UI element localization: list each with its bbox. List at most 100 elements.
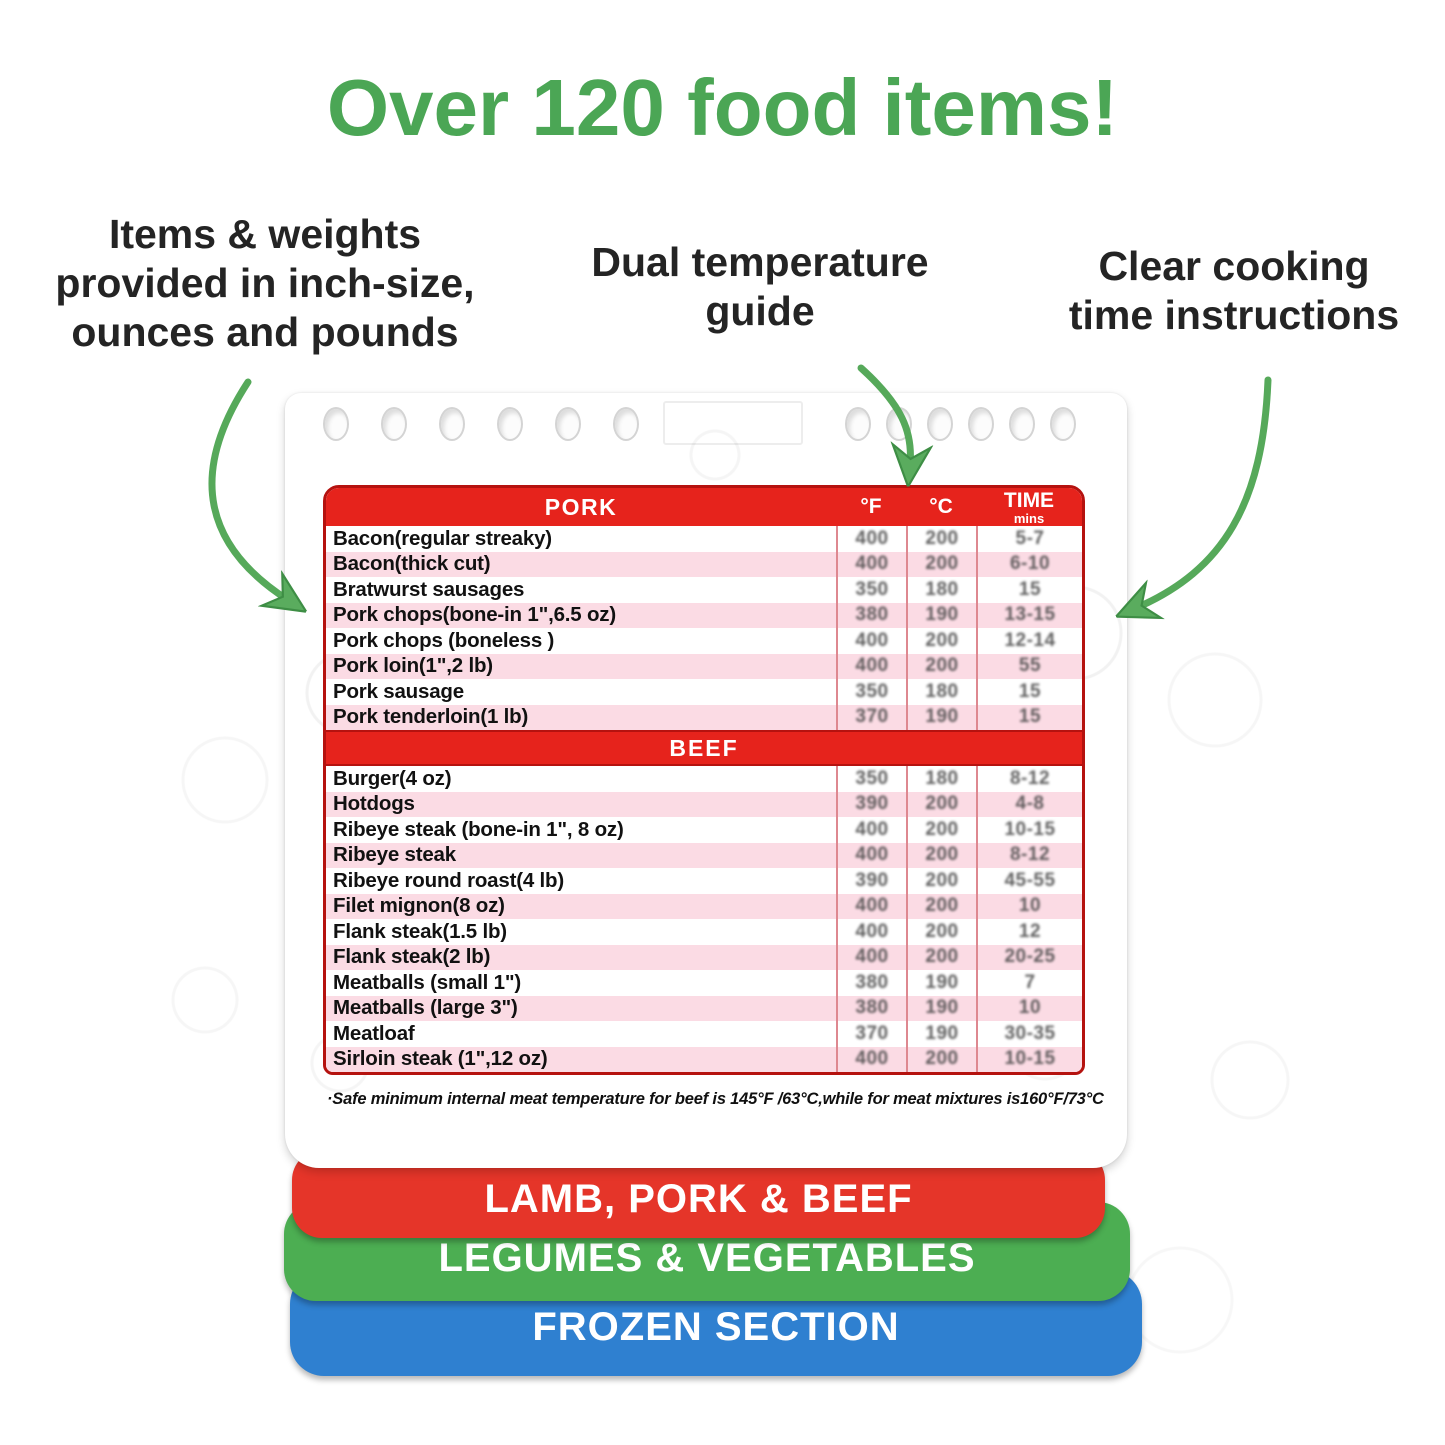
temp-fahrenheit: 400 xyxy=(836,653,906,679)
temp-fahrenheit: 400 xyxy=(836,919,906,945)
food-item: Burger(4 oz) xyxy=(333,766,452,790)
tab-label: LEGUMES & VEGETABLES xyxy=(438,1236,976,1280)
binding-hole xyxy=(1009,407,1035,441)
cook-time: 10 xyxy=(976,893,1082,919)
food-item: Pork chops(bone-in 1",6.5 oz) xyxy=(333,603,616,627)
table-row: Sirloin steak (1",12 oz) 400 200 10-15 xyxy=(326,1046,1082,1072)
table-row: Bacon(thick cut) 400 200 6-10 xyxy=(326,551,1082,577)
table-row: Pork chops(bone-in 1",6.5 oz) 380 190 13-15 xyxy=(326,602,1082,628)
table-row: Ribeye steak 400 200 8-12 xyxy=(326,842,1082,868)
cheat-sheet-card: PORK °F °C TIME mins Bacon(regular strea… xyxy=(285,393,1127,1168)
temp-fahrenheit: 380 xyxy=(836,602,906,628)
food-item: Bratwurst sausages xyxy=(333,577,525,601)
temp-fahrenheit: 400 xyxy=(836,893,906,919)
food-item: Flank steak(1.5 lb) xyxy=(333,919,507,943)
table-row: Pork chops (boneless ) 400 200 12-14 xyxy=(326,628,1082,654)
table-header: PORK °F °C TIME mins xyxy=(326,488,1082,526)
temp-fahrenheit: 350 xyxy=(836,766,906,792)
temp-fahrenheit: 400 xyxy=(836,1046,906,1072)
cook-time: 5-7 xyxy=(976,526,1082,552)
cook-time: 55 xyxy=(976,653,1082,679)
temp-fahrenheit: 380 xyxy=(836,995,906,1021)
temp-celsius: 200 xyxy=(906,842,976,868)
food-item: Sirloin steak (1",12 oz) xyxy=(333,1047,548,1071)
food-item: Pork chops (boneless ) xyxy=(333,628,555,652)
food-item: Ribeye steak xyxy=(333,843,456,867)
tab-label: LAMB, PORK & BEEF xyxy=(484,1177,913,1221)
temp-celsius: 180 xyxy=(906,679,976,705)
section-header-beef: BEEF xyxy=(326,730,1082,766)
cook-time: 20-25 xyxy=(976,944,1082,970)
binding-hole xyxy=(323,407,349,441)
table-row: Filet mignon(8 oz) 400 200 10 xyxy=(326,893,1082,919)
table-row: Pork sausage 350 180 15 xyxy=(326,679,1082,705)
col-header-fahrenheit: °F xyxy=(860,495,882,518)
binding-hole xyxy=(439,407,465,441)
binding-hole xyxy=(927,407,953,441)
table-body: Bacon(regular streaky) 400 200 5-7 Bacon(thi… xyxy=(326,526,1082,1072)
food-item: Pork tenderloin(1 lb) xyxy=(333,705,529,729)
cook-time: 15 xyxy=(976,679,1082,705)
arrow-right-icon xyxy=(1136,376,1272,608)
temp-fahrenheit: 390 xyxy=(836,868,906,894)
temp-celsius: 190 xyxy=(906,602,976,628)
food-item: Meatballs (large 3") xyxy=(333,996,518,1020)
cook-time: 7 xyxy=(976,970,1082,996)
cook-time: 10-15 xyxy=(976,817,1082,843)
safety-footnote: ·Safe minimum internal meat temperature … xyxy=(327,1089,1104,1108)
table-row: Ribeye round roast(4 lb) 390 200 45-55 xyxy=(326,868,1082,894)
food-item: Pork sausage xyxy=(333,679,464,703)
page-title: Over 120 food items! xyxy=(326,63,1119,152)
binding-hole xyxy=(555,407,581,441)
cook-time: 15 xyxy=(976,577,1082,603)
annotation-weights: Items & weights provided in inch-size, o… xyxy=(55,211,475,356)
temp-celsius: 200 xyxy=(906,653,976,679)
table-row: Flank steak(2 lb) 400 200 20-25 xyxy=(326,944,1082,970)
cook-time: 12-14 xyxy=(976,628,1082,654)
cook-time: 8-12 xyxy=(976,766,1082,792)
temp-celsius: 200 xyxy=(906,817,976,843)
col-header-time: TIME mins xyxy=(976,490,1082,525)
temp-celsius: 200 xyxy=(906,868,976,894)
temp-fahrenheit: 370 xyxy=(836,1021,906,1047)
cooking-table: PORK °F °C TIME mins Bacon(regular strea… xyxy=(323,485,1085,1075)
food-item: Meatloaf xyxy=(333,1021,415,1045)
binding-hole xyxy=(886,407,912,441)
table-row: Meatloaf 370 190 30-35 xyxy=(326,1021,1082,1047)
cook-time: 4-8 xyxy=(976,791,1082,817)
binding-hole xyxy=(1050,407,1076,441)
temp-fahrenheit: 400 xyxy=(836,817,906,843)
temp-celsius: 200 xyxy=(906,628,976,654)
doodle-rectangle xyxy=(663,401,803,445)
binding-hole xyxy=(968,407,994,441)
binding-hole xyxy=(613,407,639,441)
cook-time: 30-35 xyxy=(976,1021,1082,1047)
temp-celsius: 190 xyxy=(906,995,976,1021)
temp-fahrenheit: 390 xyxy=(836,791,906,817)
temp-celsius: 180 xyxy=(906,577,976,603)
temp-celsius: 190 xyxy=(906,970,976,996)
table-row: Bratwurst sausages 350 180 15 xyxy=(326,577,1082,603)
col-header-time-unit: mins xyxy=(1013,510,1045,526)
cook-time: 15 xyxy=(976,704,1082,730)
temp-celsius: 190 xyxy=(906,1021,976,1047)
tab-label: FROZEN SECTION xyxy=(532,1305,900,1349)
temp-celsius: 200 xyxy=(906,1046,976,1072)
cook-time: 13-15 xyxy=(976,602,1082,628)
table-row: Meatballs (large 3") 380 190 10 xyxy=(326,995,1082,1021)
temp-celsius: 200 xyxy=(906,526,976,552)
food-item: Ribeye round roast(4 lb) xyxy=(333,868,564,892)
food-item: Pork loin(1",2 lb) xyxy=(333,654,493,678)
temp-fahrenheit: 400 xyxy=(836,551,906,577)
table-row: Pork tenderloin(1 lb) 370 190 15 xyxy=(326,704,1082,730)
temp-celsius: 200 xyxy=(906,944,976,970)
cook-time: 6-10 xyxy=(976,551,1082,577)
annotation-dual-temp: Dual temperature guide xyxy=(591,239,929,335)
temp-fahrenheit: 350 xyxy=(836,577,906,603)
temp-fahrenheit: 400 xyxy=(836,526,906,552)
cook-time: 8-12 xyxy=(976,842,1082,868)
food-item: Hotdogs xyxy=(333,792,415,816)
temp-fahrenheit: 400 xyxy=(836,842,906,868)
binding-hole xyxy=(497,407,523,441)
table-row: Pork loin(1",2 lb) 400 200 55 xyxy=(326,653,1082,679)
